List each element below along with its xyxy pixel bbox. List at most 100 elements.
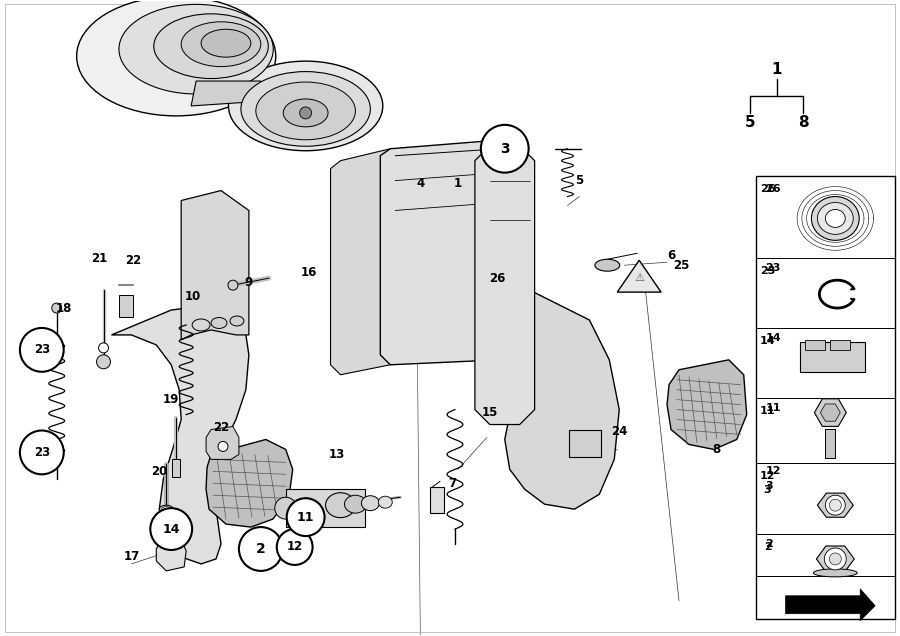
Text: 1: 1	[454, 177, 462, 190]
Text: 26: 26	[760, 184, 776, 193]
Text: 10: 10	[185, 289, 202, 303]
Text: 21: 21	[92, 252, 108, 265]
Text: 12: 12	[286, 541, 302, 553]
Bar	[800, 342, 865, 372]
Ellipse shape	[230, 316, 244, 326]
Text: 14: 14	[766, 333, 781, 343]
Circle shape	[825, 495, 845, 515]
Ellipse shape	[241, 72, 370, 146]
Text: 26: 26	[490, 272, 506, 285]
Text: 14: 14	[760, 336, 776, 346]
Polygon shape	[490, 290, 619, 509]
Ellipse shape	[181, 22, 261, 67]
Text: 23: 23	[33, 343, 50, 356]
Circle shape	[98, 343, 109, 353]
Circle shape	[824, 548, 846, 570]
Ellipse shape	[326, 493, 356, 518]
Text: 20: 20	[151, 465, 167, 478]
Polygon shape	[786, 589, 875, 621]
Ellipse shape	[159, 505, 173, 513]
Polygon shape	[381, 141, 509, 365]
Text: 11: 11	[766, 403, 781, 413]
Polygon shape	[157, 539, 186, 571]
Text: 23: 23	[33, 446, 50, 459]
Circle shape	[96, 355, 111, 369]
Text: 15: 15	[482, 406, 498, 419]
Circle shape	[287, 498, 325, 536]
Polygon shape	[617, 260, 662, 292]
Polygon shape	[817, 493, 853, 517]
Text: 26: 26	[766, 184, 781, 193]
Ellipse shape	[229, 61, 382, 151]
Text: 00197015: 00197015	[812, 604, 865, 614]
Text: 8: 8	[798, 115, 809, 130]
Text: 13: 13	[328, 448, 345, 461]
Circle shape	[218, 441, 228, 452]
Bar	[570, 429, 601, 457]
Polygon shape	[475, 146, 535, 425]
Text: 12: 12	[760, 471, 776, 481]
Text: 1: 1	[771, 62, 782, 76]
Ellipse shape	[119, 4, 274, 94]
Text: 2: 2	[766, 539, 773, 549]
Bar	[825, 429, 835, 459]
Ellipse shape	[76, 0, 275, 116]
Text: 18: 18	[56, 301, 72, 315]
Text: 5: 5	[575, 174, 583, 187]
Bar	[285, 489, 365, 527]
Ellipse shape	[162, 507, 171, 511]
Text: 2: 2	[256, 542, 266, 556]
Polygon shape	[191, 81, 266, 106]
Text: 6: 6	[667, 249, 675, 262]
Text: 4: 4	[416, 177, 424, 190]
Circle shape	[829, 499, 842, 511]
Bar	[806, 340, 825, 350]
Ellipse shape	[595, 259, 620, 271]
Text: 23: 23	[766, 263, 781, 273]
Polygon shape	[181, 191, 249, 340]
Circle shape	[300, 107, 311, 119]
Text: 25: 25	[673, 259, 689, 272]
Text: 8: 8	[713, 443, 721, 456]
Text: 3: 3	[766, 481, 773, 491]
Ellipse shape	[154, 14, 268, 79]
Ellipse shape	[284, 99, 328, 127]
Text: ⚠: ⚠	[634, 273, 644, 283]
Text: 16: 16	[301, 266, 317, 279]
Polygon shape	[112, 305, 249, 564]
Text: 17: 17	[123, 550, 140, 563]
Ellipse shape	[274, 497, 297, 519]
Polygon shape	[821, 404, 841, 421]
Circle shape	[150, 508, 192, 550]
Text: 11: 11	[760, 406, 776, 415]
Circle shape	[20, 431, 64, 474]
Ellipse shape	[201, 29, 251, 57]
Text: 9: 9	[245, 275, 253, 289]
Ellipse shape	[345, 495, 366, 513]
Bar	[120, 295, 133, 317]
Text: 19: 19	[163, 393, 179, 406]
Ellipse shape	[256, 82, 356, 140]
Text: 22: 22	[125, 254, 141, 266]
Bar	[430, 487, 444, 513]
Polygon shape	[330, 149, 391, 375]
Text: 2: 2	[764, 542, 771, 552]
Ellipse shape	[192, 319, 210, 331]
Circle shape	[238, 527, 283, 571]
Text: 3: 3	[500, 142, 509, 156]
Ellipse shape	[228, 280, 238, 290]
Text: 12: 12	[766, 466, 781, 476]
Text: 5: 5	[744, 115, 755, 130]
Text: 7: 7	[448, 477, 456, 490]
Text: 3: 3	[764, 485, 771, 495]
Text: 24: 24	[611, 425, 627, 438]
Circle shape	[277, 529, 312, 565]
Text: 11: 11	[297, 511, 314, 523]
Bar	[831, 340, 850, 350]
Circle shape	[51, 303, 62, 313]
Circle shape	[20, 328, 64, 372]
Ellipse shape	[814, 569, 857, 577]
Polygon shape	[206, 427, 238, 459]
Text: 23: 23	[760, 266, 775, 276]
Text: 14: 14	[163, 523, 180, 536]
